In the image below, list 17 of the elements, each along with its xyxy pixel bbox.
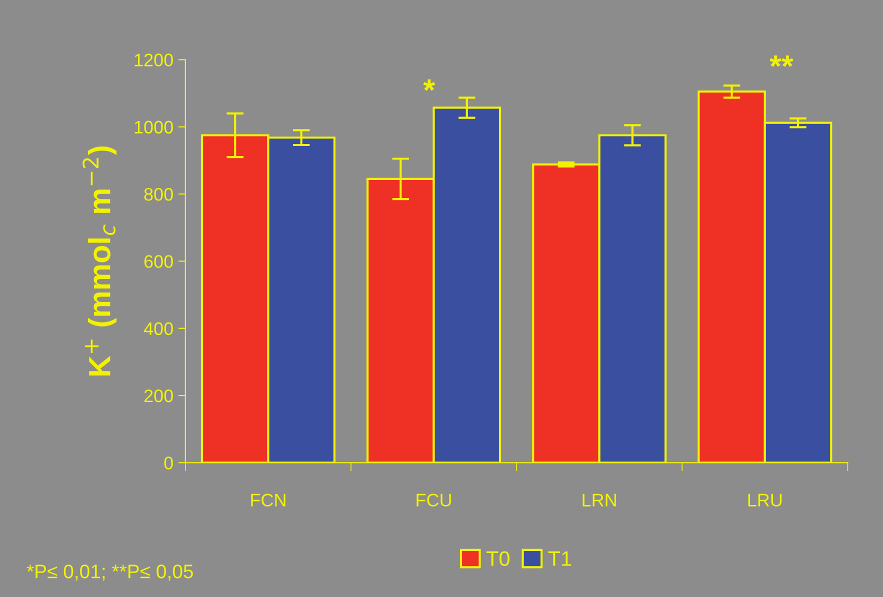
x-tick-label: LRU [748, 494, 782, 506]
y-tick-label: 1000 [134, 120, 173, 134]
y-tick-label: 1200 [134, 54, 173, 66]
annotation: * [423, 79, 436, 91]
legend-label: T0 [486, 551, 510, 566]
y-tick-label: 400 [144, 322, 173, 336]
x-tick-label: FCU [416, 494, 451, 506]
y-tick-label: 600 [144, 255, 173, 268]
annotation: ** [770, 56, 794, 67]
x-tick-label: LRN [582, 494, 616, 506]
y-axis-title: K$^{+}$ (mmol$_{c}$ m$^{−2}$) [82, 146, 116, 376]
y-tick-label: 200 [144, 389, 173, 402]
x-tick-label: FCN [251, 494, 286, 506]
y-tick-label: 0 [164, 456, 173, 470]
legend-label: T1 [548, 551, 572, 566]
text: *P≤ 0,01; **P≤ 0,05 [26, 564, 193, 581]
y-tick-label: 800 [144, 188, 173, 201]
